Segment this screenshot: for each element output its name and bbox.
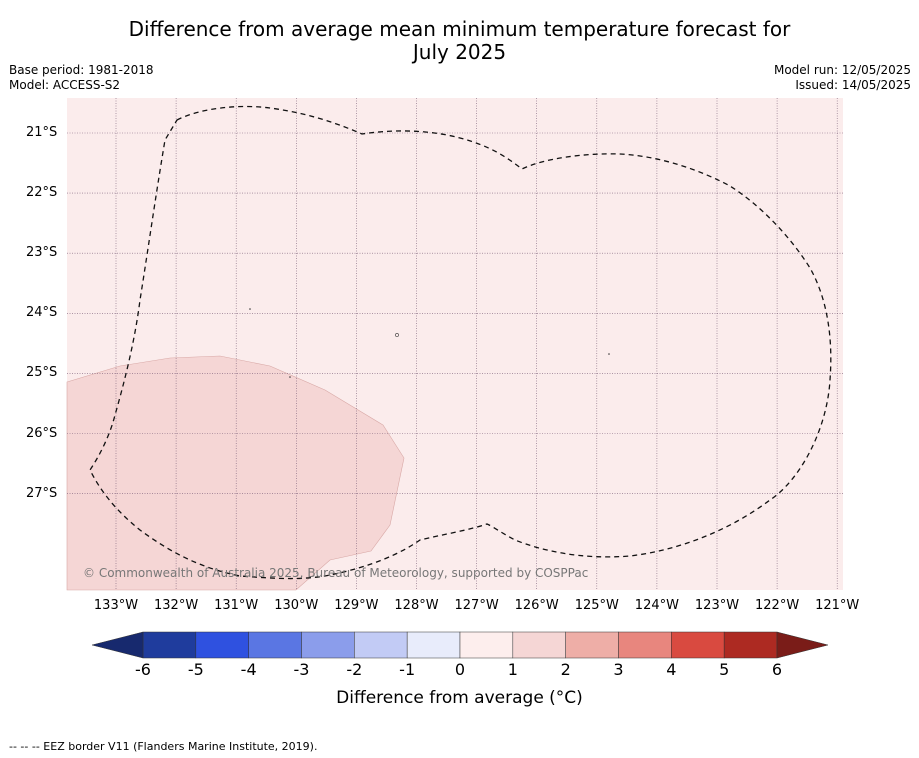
colorbar-tick-label: -6 (135, 660, 151, 679)
title-line-2: July 2025 (412, 40, 507, 64)
colorbar-bin (142, 631, 197, 659)
colorbar-tick-label: -2 (346, 660, 363, 679)
colorbar-bin (354, 631, 408, 659)
colorbar-label: Difference from average (°C) (336, 688, 583, 708)
longitude-label: 130°W (274, 598, 319, 613)
colorbar-bin (248, 631, 302, 659)
base-period: Base period: 1981-2018 (9, 63, 154, 77)
latitude-label: 23°S (26, 245, 58, 261)
colorbar-bin (195, 631, 249, 659)
colorbar-tick-label: -3 (293, 660, 310, 679)
longitude-label: 133°W (93, 598, 139, 613)
island-speck (608, 353, 610, 355)
colorbar-tick-label: 6 (771, 660, 783, 679)
longitude-label: 128°W (394, 598, 439, 613)
anomaly-region-southwest (66, 355, 405, 591)
eez-border (89, 105, 832, 580)
colorbar-tick-label: 5 (719, 660, 730, 679)
longitude-label: 126°W (514, 598, 559, 613)
colorbar-bin (459, 631, 514, 659)
colorbar-bin (671, 631, 725, 659)
colorbar-bin (565, 631, 619, 659)
colorbar-tick-label: -4 (240, 660, 257, 679)
latitude-label: 27°S (26, 485, 58, 501)
longitude-label: 132°W (154, 598, 199, 613)
colorbar-tick-label: 2 (560, 660, 571, 679)
colorbar-bin (723, 631, 778, 659)
colorbar (91, 631, 829, 659)
colorbar-tick-label: 4 (666, 660, 677, 679)
colorbar-low-extension (91, 631, 144, 659)
colorbar-bin (512, 631, 566, 659)
longitude-label: 121°W (815, 598, 860, 613)
longitude-label: 125°W (574, 598, 619, 613)
colorbar-tick-label: -5 (187, 660, 204, 679)
colorbar-tick-label: 1 (507, 660, 518, 679)
gridlines (67, 98, 843, 590)
issued-date: Issued: 14/05/2025 (795, 78, 911, 92)
longitude-label: 122°W (755, 598, 800, 613)
colorbar-tick-label: 3 (613, 660, 624, 679)
colorbar-high-extension (776, 631, 829, 659)
model-name: Model: ACCESS-S2 (9, 78, 121, 92)
latitude-label: 21°S (26, 125, 58, 140)
island-speck (249, 308, 251, 310)
copyright-note: © Commonwealth of Australia 2025, Bureau… (83, 566, 589, 580)
longitude-label: 127°W (454, 598, 499, 613)
footnote: -- -- -- EEZ border V11 (Flanders Marine… (9, 740, 318, 753)
title-line-1: Difference from average mean minimum tem… (128, 17, 791, 41)
latitude-label: 22°S (26, 185, 58, 201)
colorbar-bin (301, 631, 355, 659)
colorbar-tick-label: -1 (399, 660, 416, 679)
longitude-label: 131°W (214, 598, 259, 613)
colorbar-tick-label: 0 (454, 660, 466, 679)
longitude-label: 129°W (334, 598, 379, 613)
longitude-label: 124°W (634, 598, 679, 613)
chart-title: Difference from average mean minimum tem… (0, 18, 919, 64)
colorbar-bin (406, 631, 461, 659)
model-run: Model run: 12/05/2025 (773, 63, 911, 77)
island-speck (289, 376, 291, 378)
colorbar-bin (618, 631, 672, 659)
latitude-label: 26°S (26, 425, 58, 441)
meta-right: Model run: 12/05/2025 Issued: 14/05/2025 (774, 63, 911, 93)
latitude-label: 25°S (26, 365, 58, 381)
island-speck (395, 333, 399, 337)
latitude-label: 24°S (26, 305, 58, 321)
longitude-label: 123°W (694, 598, 740, 613)
meta-left: Base period: 1981-2018 Model: ACCESS-S2 (9, 63, 154, 93)
